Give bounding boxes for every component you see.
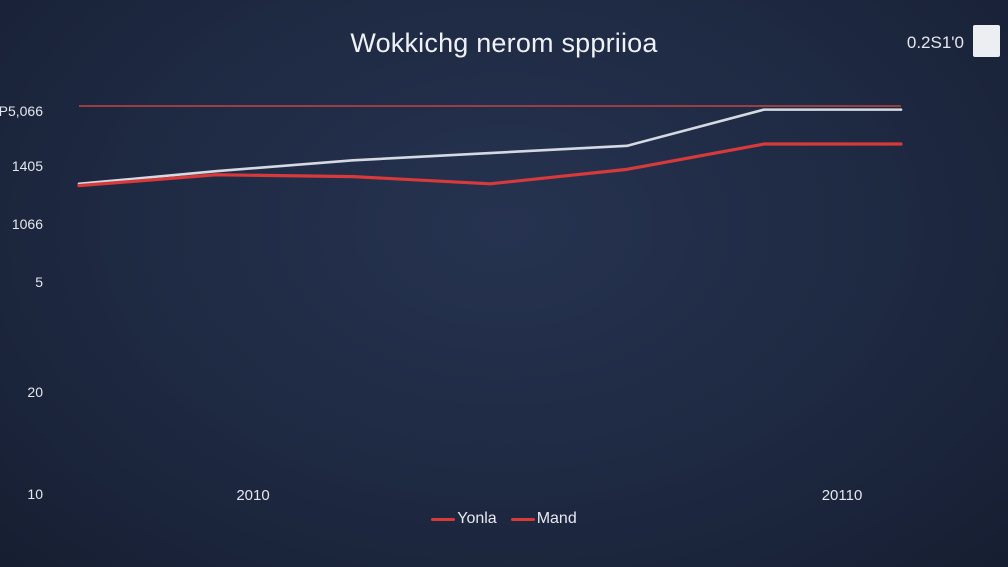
- data-point: [899, 108, 903, 111]
- legend: Yonla Mand: [0, 510, 1008, 528]
- y-tick-label: 5: [35, 274, 43, 290]
- corner-toggle-button[interactable]: [973, 25, 1000, 57]
- data-point: [77, 184, 81, 187]
- corner-value-readout: 0.2S1'0: [906, 33, 964, 52]
- data-point: [762, 142, 766, 146]
- data-point: [214, 169, 218, 173]
- y-tick-label: 1405: [12, 158, 43, 174]
- series-line-yonla: [77, 108, 903, 186]
- legend-swatch-mand: [510, 517, 535, 521]
- legend-label-yonla: Yonla: [457, 510, 497, 527]
- chart-title: Wokkichg nerom sppriioa: [350, 28, 658, 58]
- series-lines: [77, 108, 903, 188]
- data-point: [899, 142, 903, 146]
- legend-label-mand: Mand: [536, 510, 577, 527]
- legend-item-mand[interactable]: Mand: [510, 510, 577, 528]
- y-tick-label: 10: [27, 486, 43, 502]
- data-point: [762, 108, 766, 111]
- data-point: [625, 168, 629, 171]
- data-point: [625, 144, 629, 148]
- data-point: [214, 173, 218, 176]
- y-axis-ticks: P5,066 1405 1066 5 20 10: [0, 103, 43, 502]
- x-tick-label: 2010: [236, 487, 269, 504]
- legend-item-yonla[interactable]: Yonla: [431, 510, 497, 528]
- y-tick-label: 1066: [12, 216, 43, 232]
- y-tick-label: P5,066: [0, 103, 43, 119]
- x-tick-label: 20110: [822, 487, 863, 504]
- data-point: [351, 159, 355, 162]
- data-point: [488, 151, 492, 155]
- x-axis-ticks: 2010 20110: [236, 487, 862, 504]
- data-point: [351, 175, 355, 178]
- data-point: [488, 182, 492, 186]
- legend-swatch-yonla: [431, 517, 456, 521]
- series-line-mand: [77, 142, 903, 188]
- y-tick-label: 20: [27, 384, 43, 400]
